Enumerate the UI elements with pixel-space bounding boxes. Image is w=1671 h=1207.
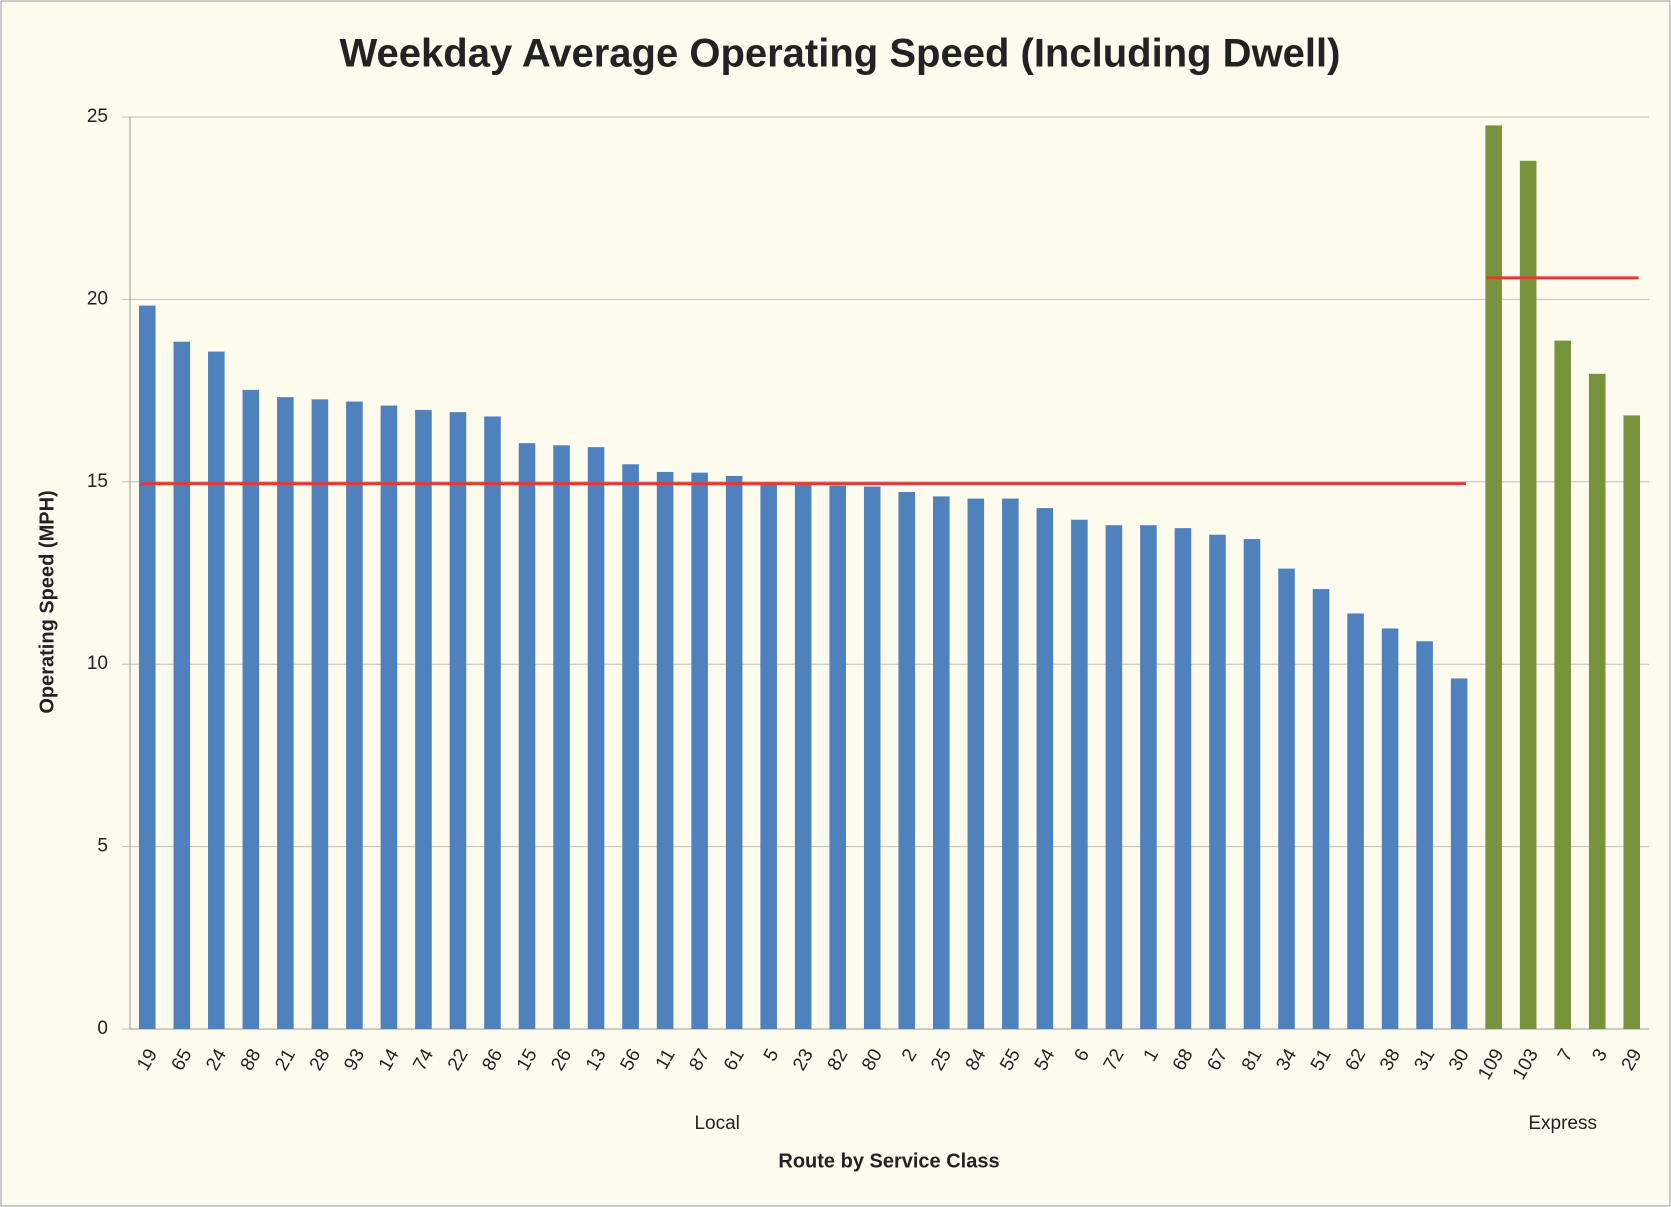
bar [1554,340,1571,1029]
bar [1312,589,1330,1029]
bar [1243,539,1261,1029]
bar [415,409,432,1029]
y-tick-label: 20 [87,288,108,309]
bar [1347,613,1364,1029]
x-axis-label: Route by Service Class [778,1150,999,1172]
bar [1485,125,1502,1030]
bar [587,447,605,1029]
bar [449,412,467,1030]
bar [1209,534,1226,1029]
y-axis-label: Operating Speed (MPH) [36,490,58,713]
y-tick-label: 25 [87,106,108,127]
bar [173,341,191,1029]
bar [1381,628,1399,1029]
bar [277,397,294,1030]
y-tick-label: 15 [87,471,108,492]
bar [863,486,881,1030]
bar [380,405,398,1030]
bar [725,475,743,1029]
bar [829,485,847,1029]
bar [1519,160,1537,1029]
bar [208,351,225,1029]
y-tick-label: 0 [97,1018,108,1039]
bar [1071,519,1088,1029]
bar [1450,678,1468,1029]
bar [1002,498,1019,1029]
bar [518,443,536,1029]
group-label: Local [694,1113,739,1134]
bar [138,305,156,1030]
bar [1174,528,1192,1029]
y-tick-label: 10 [87,653,108,674]
y-tick-label: 5 [97,836,108,857]
bar [932,496,950,1030]
bar [898,492,916,1029]
chart-title: Weekday Average Operating Speed (Includi… [340,32,1341,76]
bar [967,498,985,1029]
bar [1105,525,1123,1029]
bar [1416,641,1433,1029]
bar [760,482,777,1029]
bar [691,472,708,1029]
bar [553,445,570,1029]
bar [311,399,329,1029]
bar [484,416,501,1029]
bar [1623,415,1641,1030]
bar [622,464,639,1029]
bar [656,471,674,1029]
bar [346,401,363,1029]
bar [1140,525,1157,1029]
bar [1588,373,1606,1029]
bar [1278,568,1295,1029]
bar [242,389,260,1030]
group-label: Express [1528,1113,1597,1134]
bar [1036,508,1054,1029]
bar [794,484,812,1030]
